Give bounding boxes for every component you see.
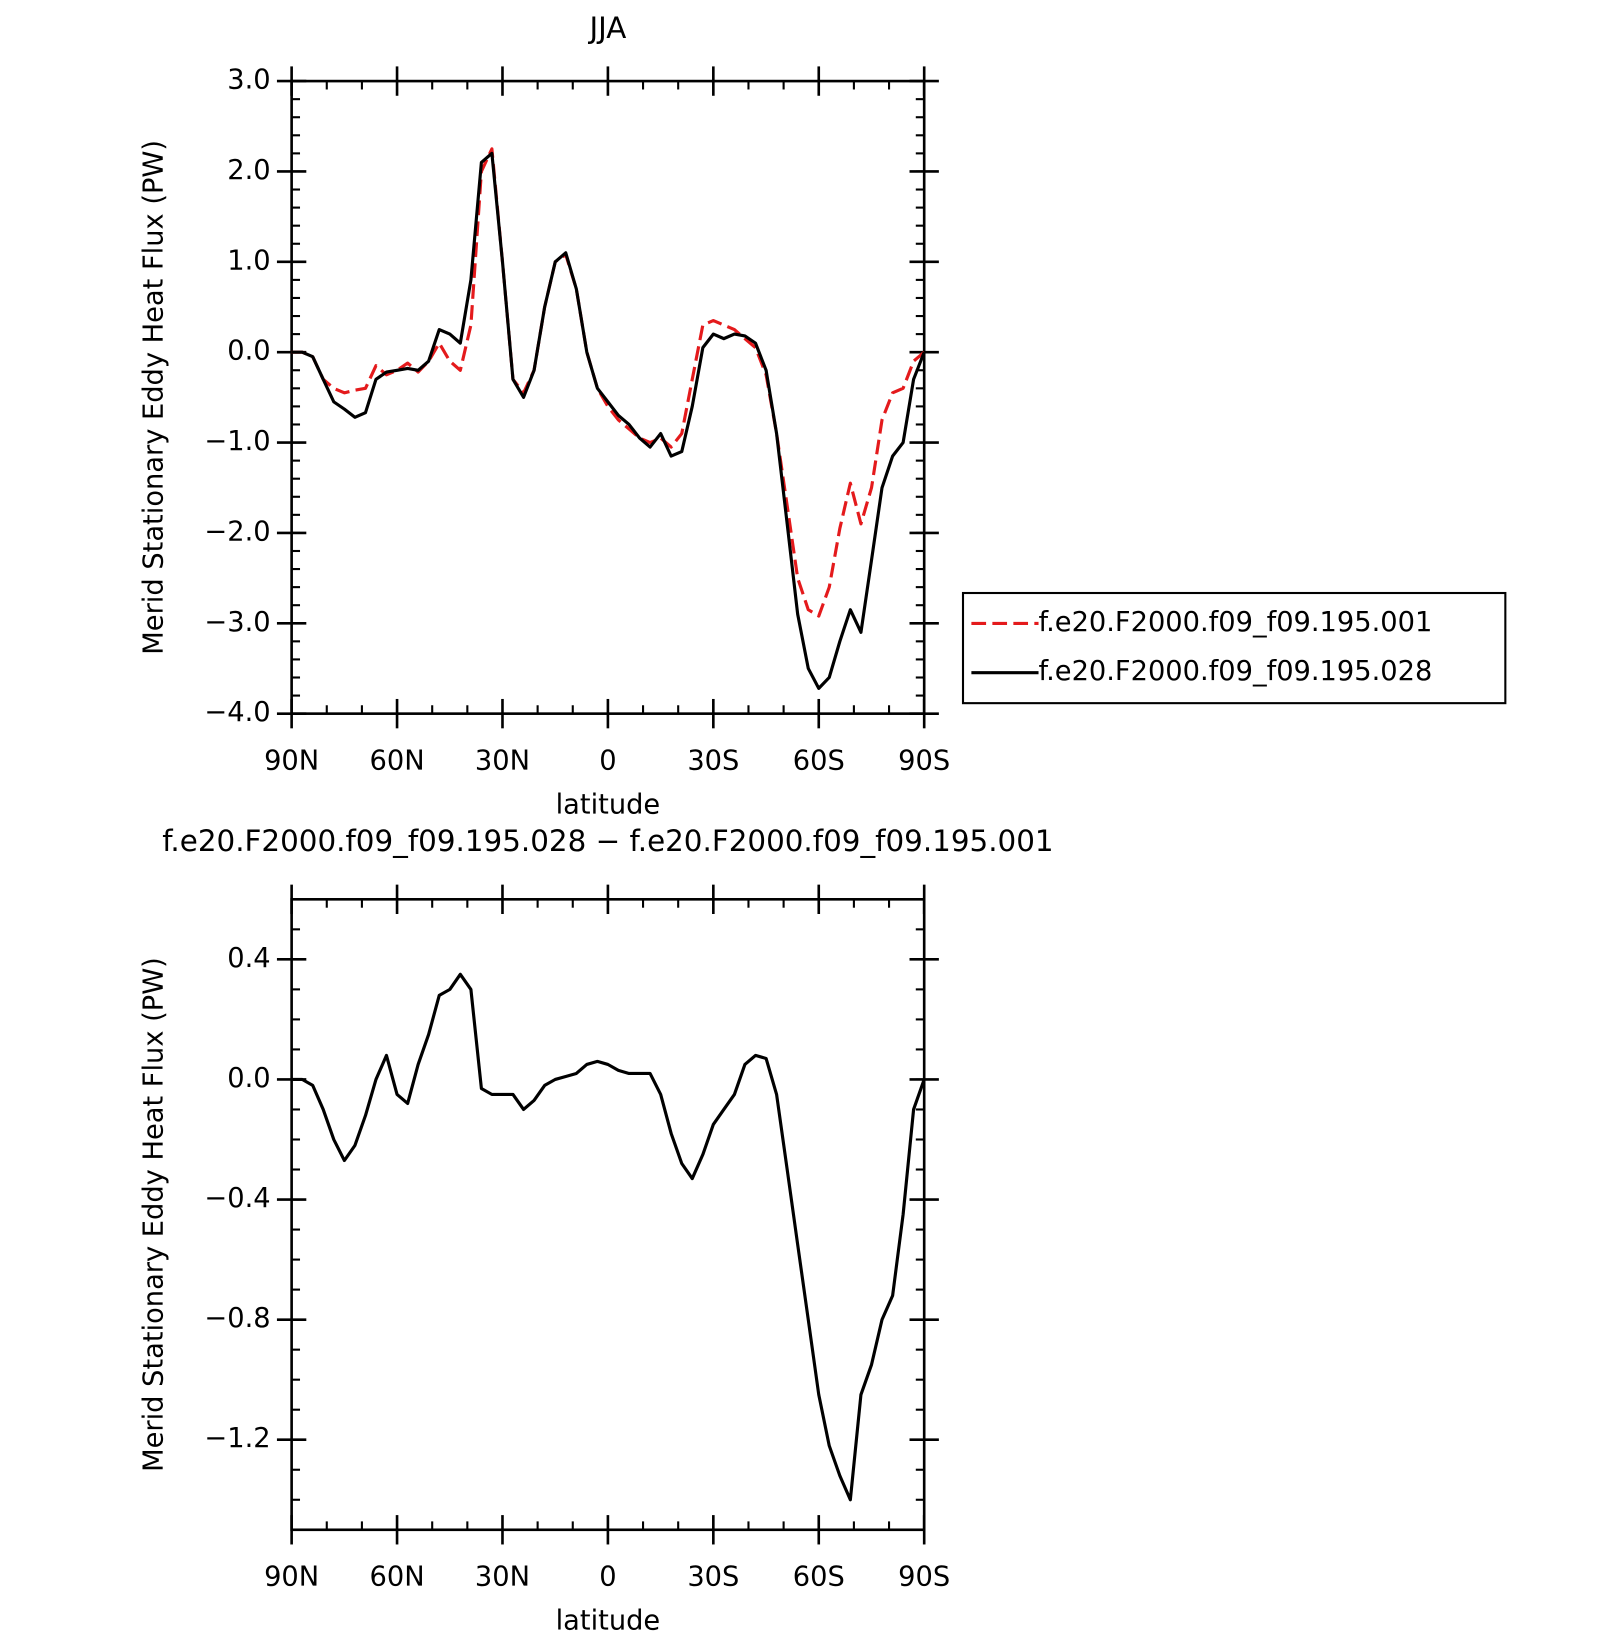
x-tick-label: 90S — [898, 1562, 950, 1593]
legend-label: f.e20.F2000.f09_f09.195.001 — [1039, 607, 1433, 638]
x-tick-label: 60S — [793, 745, 845, 776]
legend-box — [961, 591, 1507, 705]
x-tick-label: 60S — [793, 1562, 845, 1593]
x-tick-label: 60N — [370, 1562, 425, 1593]
y-tick-label: −0.4 — [204, 1183, 270, 1214]
y-tick-label: 3.0 — [227, 65, 270, 96]
y-tick-label: 0.0 — [227, 336, 270, 367]
plot-frame — [290, 898, 926, 1532]
data-line — [291, 151, 926, 690]
data-line — [291, 147, 926, 618]
y-axis-label: Merid Stationary Eddy Heat Flux (PW) — [139, 140, 170, 655]
y-tick-label: 0.0 — [227, 1063, 270, 1094]
x-axis-label: latitude — [556, 789, 661, 820]
x-tick-label: 60N — [370, 745, 425, 776]
y-tick-label: 2.0 — [227, 155, 270, 186]
y-tick-label: −0.8 — [204, 1303, 270, 1334]
y-tick-label: −1.0 — [204, 426, 270, 457]
y-tick-label: 1.0 — [227, 245, 270, 276]
y-axis-label: Merid Stationary Eddy Heat Flux (PW) — [139, 957, 170, 1472]
data-line — [291, 972, 926, 1502]
plot-frame — [290, 79, 926, 715]
y-tick-label: −4.0 — [204, 697, 270, 728]
x-tick-label: 0 — [599, 1562, 616, 1593]
legend-label: f.e20.F2000.f09_f09.195.028 — [1039, 656, 1433, 687]
x-tick-label: 30S — [687, 1562, 739, 1593]
x-tick-label: 90N — [264, 1562, 319, 1593]
x-tick-label: 90S — [898, 745, 950, 776]
x-tick-label: 30N — [475, 1562, 530, 1593]
x-tick-label: 0 — [599, 745, 616, 776]
x-tick-label: 30S — [687, 745, 739, 776]
x-axis-label: latitude — [556, 1606, 661, 1635]
x-tick-label: 30N — [475, 745, 530, 776]
y-tick-label: −3.0 — [204, 607, 270, 638]
y-tick-label: −1.2 — [204, 1423, 270, 1454]
y-tick-label: −2.0 — [204, 516, 270, 547]
y-tick-label: 0.4 — [227, 943, 270, 974]
chart-title: JJA — [587, 11, 626, 45]
x-tick-label: 90N — [264, 745, 319, 776]
chart-title: f.e20.F2000.f09_f09.195.028 − f.e20.F200… — [162, 824, 1053, 858]
